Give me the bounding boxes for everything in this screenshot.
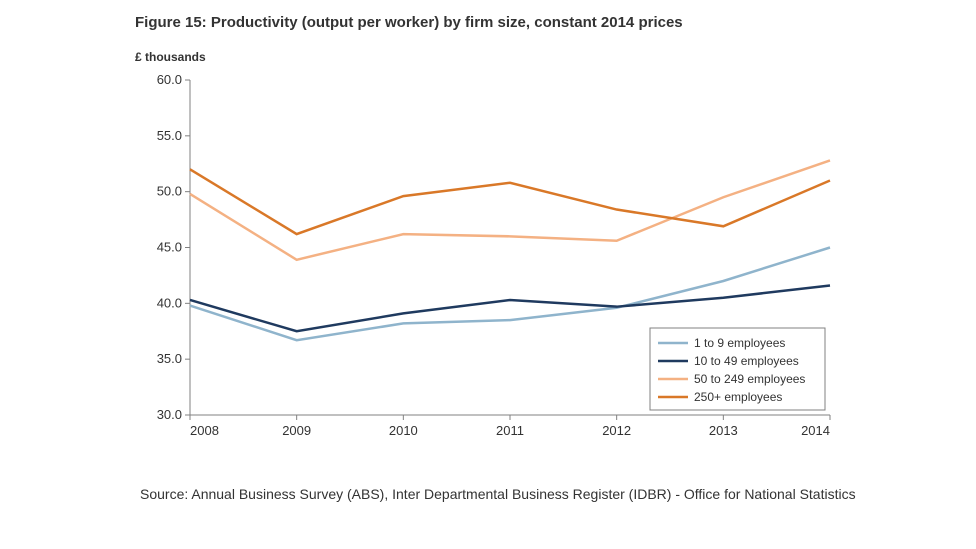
source-text: Source: Annual Business Survey (ABS), In… bbox=[140, 485, 880, 505]
y-tick-label: 40.0 bbox=[157, 295, 182, 310]
y-tick-label: 50.0 bbox=[157, 184, 182, 199]
x-tick-label: 2008 bbox=[190, 423, 219, 438]
legend-label: 50 to 249 employees bbox=[694, 372, 805, 386]
x-tick-label: 2009 bbox=[282, 423, 311, 438]
legend-label: 10 to 49 employees bbox=[694, 354, 799, 368]
series-line bbox=[190, 285, 830, 331]
chart-plot: 30.0 35.0 40.0 45.0 50.0 55.0 60.0 2008 2009 2010… bbox=[150, 75, 840, 440]
x-tick-label: 2012 bbox=[602, 423, 631, 438]
x-tick-label: 2014 bbox=[801, 423, 830, 438]
y-tick-label: 30.0 bbox=[157, 407, 182, 422]
series-line bbox=[190, 169, 830, 234]
x-tick-label: 2013 bbox=[709, 423, 738, 438]
x-tick-label: 2011 bbox=[496, 423, 524, 438]
y-tick-label: 55.0 bbox=[157, 128, 182, 143]
y-axis-label: £ thousands bbox=[135, 50, 206, 64]
y-tick-label: 35.0 bbox=[157, 351, 182, 366]
y-tick-label: 60.0 bbox=[157, 75, 182, 87]
y-tick-label: 45.0 bbox=[157, 240, 182, 255]
series-line bbox=[190, 248, 830, 341]
chart-title: Figure 15: Productivity (output per work… bbox=[135, 14, 683, 31]
legend-label: 1 to 9 employees bbox=[694, 336, 785, 350]
x-tick-label: 2010 bbox=[389, 423, 418, 438]
series-line bbox=[190, 160, 830, 259]
legend-label: 250+ employees bbox=[694, 390, 782, 404]
figure-container: Figure 15: Productivity (output per work… bbox=[0, 0, 976, 549]
